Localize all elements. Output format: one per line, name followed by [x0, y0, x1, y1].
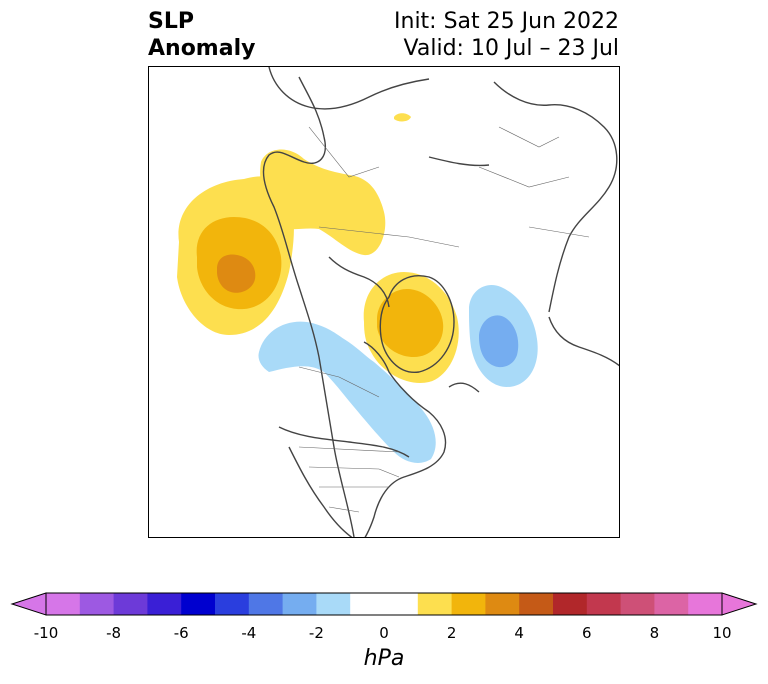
colorbar-tick-label: -10 [33, 624, 59, 642]
colorbar-tick-label: 4 [514, 624, 524, 642]
forecast-dates: Init: Sat 25 Jun 2022 Valid: 10 Jul – 23… [394, 8, 619, 62]
title-line-2: Anomaly [148, 36, 256, 61]
title-line-1: SLP [148, 9, 194, 34]
political-borders [298, 126, 590, 513]
colorbar-segments [46, 593, 723, 615]
colorbar-segment [350, 593, 419, 615]
valid-date-range: Valid: 10 Jul – 23 Jul [403, 36, 619, 61]
coastlines [262, 67, 619, 537]
colorbar-segment [519, 593, 554, 615]
map-svg [177, 67, 619, 537]
atlantic-low-2hpa [479, 315, 519, 368]
colorbar-segment [553, 593, 588, 615]
colorbar-tick-label: -8 [106, 624, 122, 642]
colorbar-segment [485, 593, 520, 615]
canada-low-1hpa [258, 321, 436, 463]
colorbar-segment [113, 593, 148, 615]
colorbar-tick-label: 8 [649, 624, 660, 642]
colorbar-tick-label: -6 [173, 624, 189, 642]
colorbar-segment [316, 593, 351, 615]
pacific-high-3hpa [217, 254, 256, 293]
colorbar-segment [79, 593, 115, 615]
colorbar-segment [248, 593, 284, 615]
colorbar-segment [417, 593, 453, 615]
siberia-small-high [394, 113, 411, 122]
colorbar-segment [451, 593, 486, 615]
map-title: SLP Anomaly [148, 8, 255, 62]
colorbar-tick-label: -2 [308, 624, 324, 642]
colorbar-units: hPa [363, 646, 405, 671]
init-date: Init: Sat 25 Jun 2022 [394, 9, 619, 34]
colorbar-tick-label: 2 [446, 624, 457, 642]
colorbar-segment [586, 593, 622, 615]
colorbar-tick-label: -4 [241, 624, 257, 642]
colorbar-segment [181, 593, 216, 615]
colorbar-segment [46, 593, 81, 615]
colorbar-outline [45, 592, 723, 616]
colorbar-segment [282, 593, 317, 615]
colorbar-segment [620, 593, 655, 615]
colorbar-segment [147, 593, 182, 615]
alaska-high-1hpa [260, 149, 386, 256]
colorbar-under-triangle [10, 592, 47, 616]
greenland-high-2hpa [377, 289, 444, 357]
colorbar-segment [688, 593, 723, 615]
colorbar-tick-label: 6 [582, 624, 592, 642]
colorbar-segment [215, 593, 250, 615]
colorbar-over-triangle [721, 592, 758, 616]
colorbar-tick-label: 0 [379, 624, 389, 642]
colorbar [10, 592, 758, 616]
colorbar-tick-label: 10 [712, 624, 732, 642]
anomaly-map [148, 66, 620, 538]
anomaly-fills [177, 113, 538, 463]
colorbar-segment [654, 593, 689, 615]
